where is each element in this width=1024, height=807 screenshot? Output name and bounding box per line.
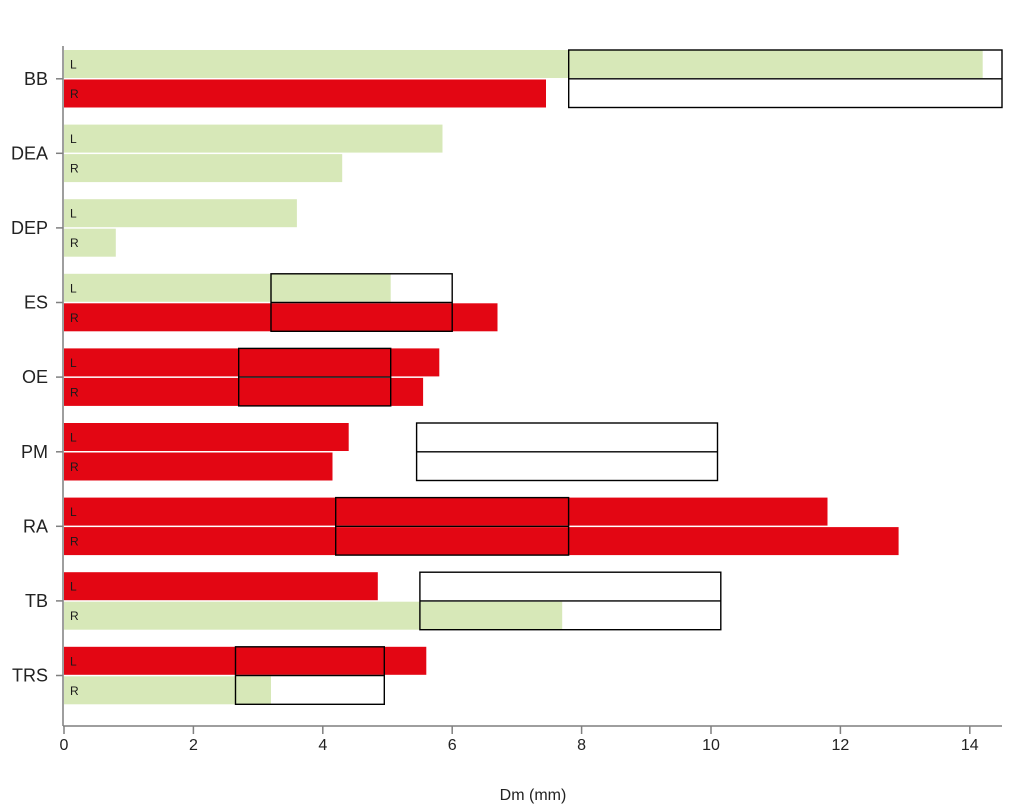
bar-dea-r	[64, 154, 343, 183]
x-tick-label-8: 8	[577, 737, 586, 754]
side-label-tb-l: L	[70, 580, 77, 594]
x-tick-label-10: 10	[702, 737, 720, 754]
bar-dep-l	[64, 199, 297, 228]
tick-labels-layer: 0 2 4 6 8 10 12 14	[60, 737, 979, 754]
x-tick-label-14: 14	[961, 737, 979, 754]
side-label-pm-l: L	[70, 431, 77, 445]
category-label-oe: OE	[22, 367, 48, 387]
side-label-ra-r: R	[70, 535, 79, 549]
category-label-es: ES	[24, 293, 48, 313]
side-label-es-r: R	[70, 311, 79, 325]
x-tick-label-2: 2	[189, 737, 198, 754]
bar-es-l	[64, 273, 391, 302]
side-label-ra-l: L	[70, 505, 77, 519]
bar-dea-l	[64, 124, 443, 153]
side-label-dep-l: L	[70, 207, 77, 221]
bar-bb-r	[64, 79, 546, 108]
bar-tb-l	[64, 572, 378, 601]
category-label-dea: DEA	[11, 143, 48, 163]
bars-layer	[64, 50, 983, 705]
bar-tb-r	[64, 601, 563, 630]
bar-trs-r	[64, 676, 271, 705]
category-label-ra: RA	[23, 516, 48, 536]
x-tick-label-0: 0	[60, 737, 69, 754]
bar-dep-r	[64, 228, 116, 257]
bar-oe-r	[64, 377, 424, 406]
bar-trs-l	[64, 646, 427, 675]
side-label-tb-r: R	[70, 609, 79, 623]
bar-pm-l	[64, 423, 349, 451]
bar-oe-l	[64, 348, 440, 377]
bar-ra-l	[64, 497, 828, 526]
bar-es-r	[64, 303, 498, 332]
category-label-bb: BB	[24, 69, 48, 89]
category-label-pm: PM	[21, 442, 48, 462]
side-label-dep-r: R	[70, 236, 79, 250]
axes-layer	[56, 46, 1002, 734]
side-label-dea-l: L	[70, 132, 77, 146]
side-label-es-l: L	[70, 281, 77, 295]
side-label-dea-r: R	[70, 162, 79, 176]
bar-pm-r	[64, 452, 333, 481]
x-tick-label-12: 12	[832, 737, 850, 754]
side-label-oe-r: R	[70, 385, 79, 399]
category-label-trs: TRS	[12, 666, 48, 686]
side-label-trs-l: L	[70, 654, 77, 668]
reference-boxes-layer	[234, 49, 1003, 705]
x-tick-label-4: 4	[318, 737, 327, 754]
side-label-trs-r: R	[70, 684, 79, 698]
bar-ra-r	[64, 527, 899, 556]
side-label-oe-l: L	[70, 356, 77, 370]
side-label-bb-r: R	[70, 87, 79, 101]
side-label-pm-r: R	[70, 460, 79, 474]
category-labels-layer: BB DEA DEP ES OE PM RA TB TRS	[11, 69, 48, 686]
side-label-bb-l: L	[70, 58, 77, 72]
x-tick-label-6: 6	[448, 737, 457, 754]
category-label-tb: TB	[25, 591, 48, 611]
bar-bb-l	[64, 50, 983, 78]
side-labels-layer: L R L R L R L R L R L R L R L R L R	[70, 58, 79, 698]
x-axis-title: Dm (mm)	[500, 787, 567, 804]
category-label-dep: DEP	[11, 218, 48, 238]
